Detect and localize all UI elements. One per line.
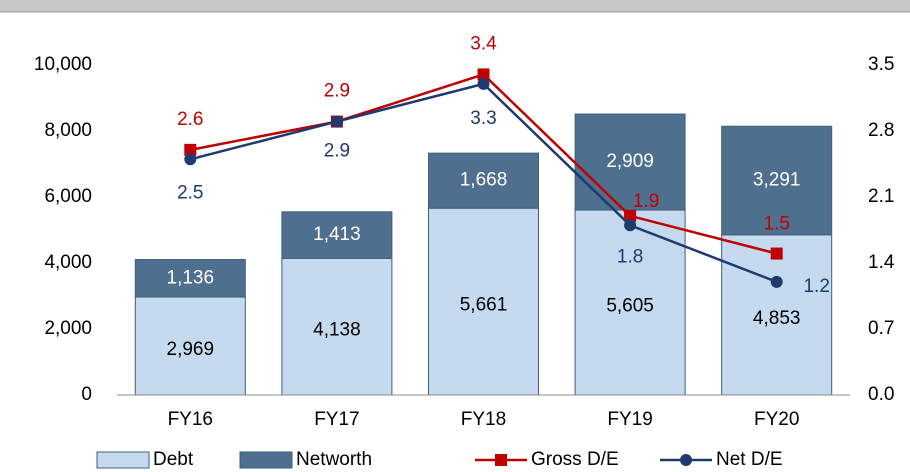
- y-tick-label: 2,000: [44, 318, 92, 339]
- y-tick-label: 4,000: [44, 252, 92, 273]
- y-tick-label: 6,000: [44, 186, 92, 207]
- bar-label: 1,668: [460, 170, 508, 191]
- legend-marker: [680, 454, 692, 466]
- marker: [770, 247, 783, 260]
- bar: [574, 209, 686, 396]
- x-tick-label: FY16: [168, 409, 213, 430]
- bar-label: 2,969: [167, 339, 215, 360]
- marker: [330, 115, 343, 128]
- marker: [477, 68, 490, 81]
- y-tick-label: 10,000: [34, 54, 92, 75]
- legend-label: Debt: [153, 449, 194, 470]
- marker: [184, 153, 197, 166]
- marker: [477, 77, 490, 90]
- line-label: 2.6: [177, 109, 203, 130]
- y-tick-label: 0: [81, 384, 92, 405]
- line-label: 1.5: [763, 214, 789, 235]
- x-tick-label: FY17: [314, 409, 359, 430]
- x-tick-label: FY20: [754, 409, 799, 430]
- bar-label: 4,853: [753, 308, 801, 329]
- x-tick-label: FY18: [461, 409, 506, 430]
- line-label: 2.5: [177, 182, 203, 203]
- line-label: 2.9: [324, 141, 350, 162]
- bar: [574, 113, 686, 211]
- legend-marker: [495, 454, 507, 466]
- bar: [134, 259, 246, 298]
- line-label: 3.4: [470, 33, 497, 54]
- bar-label: 1,413: [313, 224, 361, 245]
- line-label: 1.2: [803, 276, 829, 297]
- bar: [721, 125, 833, 236]
- bar: [428, 207, 539, 396]
- line-label: 3.3: [470, 108, 496, 129]
- bar: [721, 234, 833, 396]
- y2-tick-label: 0.7: [868, 318, 894, 339]
- bar-label: 5,661: [460, 295, 508, 316]
- legend-label: Networth: [296, 449, 372, 470]
- bar: [428, 152, 539, 209]
- bar-label: 2,909: [606, 151, 654, 172]
- bar-label: 1,136: [167, 267, 215, 288]
- bar-label: 3,291: [753, 170, 801, 191]
- header-strip: [0, 0, 910, 12]
- marker: [624, 209, 637, 222]
- line-label: 2.9: [324, 81, 350, 102]
- legend-swatch: [239, 451, 293, 469]
- y2-tick-label: 2.8: [868, 120, 894, 141]
- bar: [281, 211, 393, 259]
- x-tick-label: FY19: [607, 409, 652, 430]
- y2-tick-label: 0.0: [868, 384, 894, 405]
- marker: [624, 219, 637, 232]
- line-label: 1.8: [617, 246, 643, 267]
- y2-tick-label: 1.4: [868, 252, 895, 273]
- bar-label: 5,605: [606, 296, 654, 317]
- legend-swatch: [96, 451, 150, 469]
- y-tick-label: 8,000: [44, 120, 92, 141]
- bar-label: 4,138: [313, 320, 361, 341]
- y2-tick-label: 3.5: [868, 54, 894, 75]
- y2-tick-label: 2.1: [868, 186, 894, 207]
- legend-label: Gross D/E: [531, 449, 619, 470]
- line-label: 1.9: [633, 191, 659, 212]
- legend-label: Net D/E: [716, 449, 783, 470]
- marker: [184, 143, 197, 156]
- marker: [770, 275, 783, 288]
